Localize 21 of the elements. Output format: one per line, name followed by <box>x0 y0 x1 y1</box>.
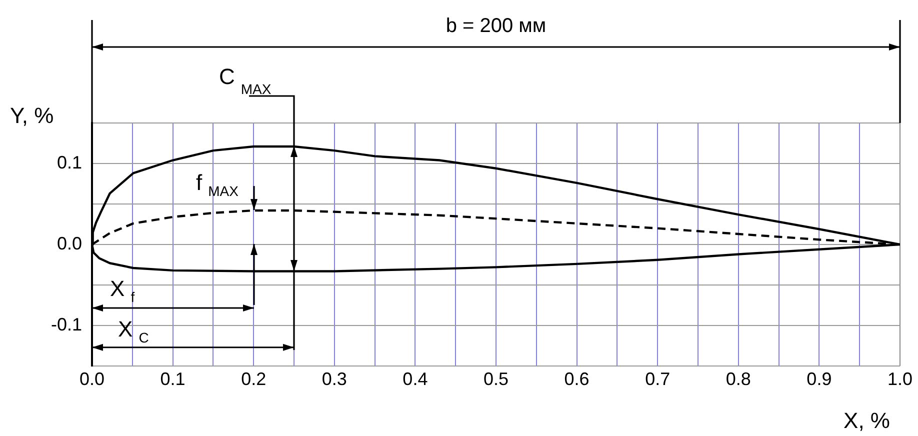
x-tick-label: 0.9 <box>806 368 832 389</box>
y-axis-title: Y, % <box>10 103 54 128</box>
x-tick-label: 0.1 <box>160 368 186 389</box>
ref-line-label: CMAX <box>219 64 272 97</box>
x-tick-label: 0.3 <box>322 368 347 389</box>
y-tick-label: 0.0 <box>56 233 82 254</box>
x-tick-label: 0.0 <box>79 368 105 389</box>
x-tick-label: 0.6 <box>564 368 590 389</box>
y-tick-label: 0.1 <box>56 152 82 172</box>
annotation: f$_{MAX}$ <box>196 170 240 200</box>
annotation: X$_{f}$ <box>110 276 135 306</box>
x-tick-label: 1.0 <box>887 368 913 389</box>
annotation: X$_{C}$ <box>118 316 149 346</box>
x-tick-label: 0.7 <box>645 368 670 389</box>
x-tick-label: 0.8 <box>726 368 751 389</box>
x-tick-label: 0.4 <box>402 368 428 389</box>
y-tick-label: -0.1 <box>50 314 82 334</box>
text: b = 200 мм <box>446 15 546 37</box>
x-tick-label: 0.5 <box>483 368 509 389</box>
x-tick-label: 0.2 <box>241 368 266 389</box>
x-axis-title: X, % <box>844 408 890 433</box>
